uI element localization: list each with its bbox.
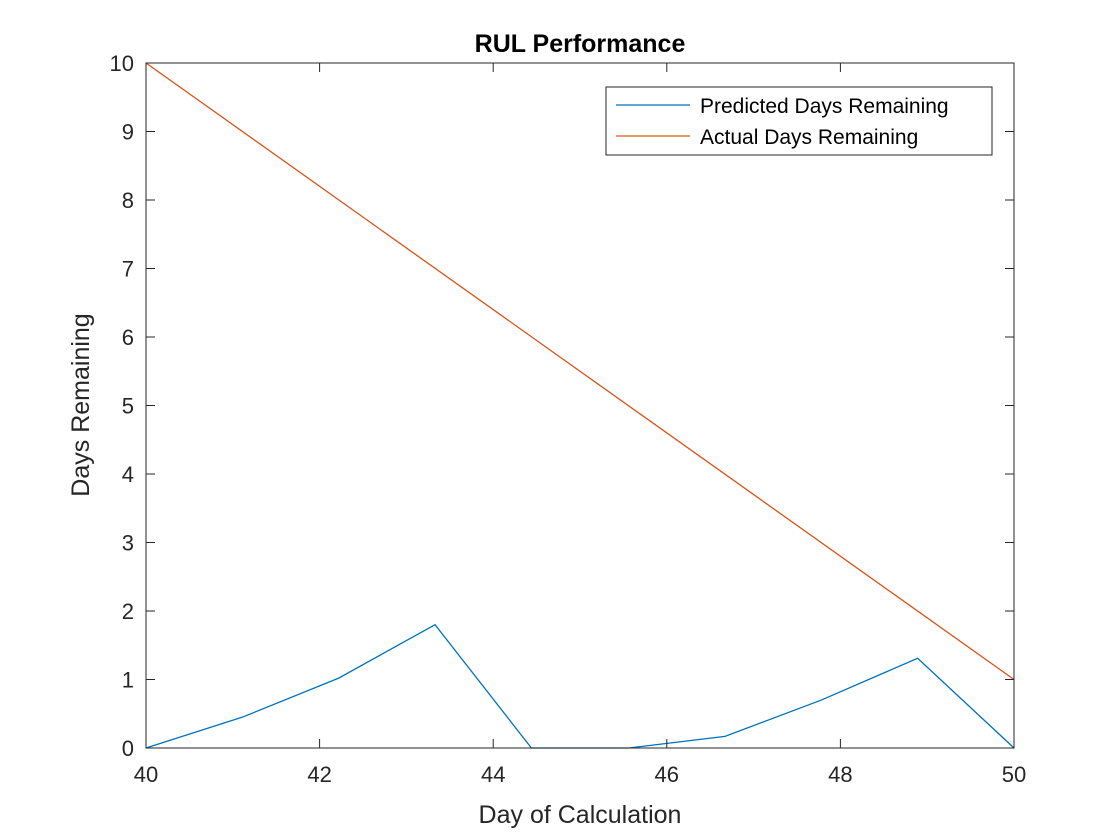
legend-label-2: Actual Days Remaining bbox=[700, 126, 918, 149]
y-axis-ticks: 0 1 2 3 4 5 6 7 8 9 10 bbox=[110, 51, 1014, 761]
legend: Predicted Days Remaining Actual Days Rema… bbox=[605, 86, 993, 156]
x-axis-label: Day of Calculation bbox=[479, 801, 682, 829]
y-tick-label: 5 bbox=[122, 394, 134, 419]
y-tick-label: 2 bbox=[122, 599, 134, 624]
x-tick-label: 46 bbox=[655, 762, 679, 787]
plot-lines bbox=[145, 62, 1015, 749]
y-tick-label: 1 bbox=[122, 668, 134, 693]
y-tick-label: 7 bbox=[122, 257, 134, 282]
y-tick-label: 4 bbox=[122, 462, 134, 487]
plot-area-frame bbox=[145, 62, 1015, 749]
x-tick-label: 42 bbox=[307, 762, 331, 787]
legend-box bbox=[605, 86, 993, 156]
y-tick-label: 0 bbox=[122, 736, 134, 761]
y-axis-label: Days Remaining bbox=[67, 313, 95, 496]
series-line-1 bbox=[145, 623, 1015, 749]
series-line-2 bbox=[145, 62, 1015, 681]
x-tick-label: 44 bbox=[481, 762, 505, 787]
chart-title: RUL Performance bbox=[475, 30, 686, 58]
y-tick-label: 8 bbox=[122, 188, 134, 213]
y-tick-label: 10 bbox=[110, 51, 134, 76]
legend-label-1: Predicted Days Remaining bbox=[700, 95, 949, 118]
y-tick-label: 3 bbox=[122, 531, 134, 556]
x-tick-label: 50 bbox=[1002, 762, 1026, 787]
y-tick-label: 9 bbox=[122, 120, 134, 145]
y-tick-label: 6 bbox=[122, 325, 134, 350]
x-tick-label: 40 bbox=[134, 762, 158, 787]
x-axis-ticks: 40 42 44 46 48 50 bbox=[134, 63, 1026, 787]
x-tick-label: 48 bbox=[828, 762, 852, 787]
